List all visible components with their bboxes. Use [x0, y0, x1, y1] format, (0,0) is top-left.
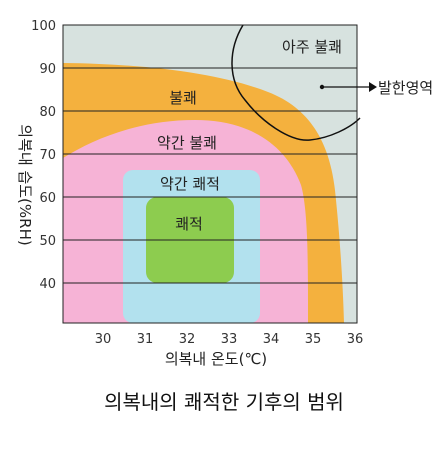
x-tick-label: 36 [347, 332, 364, 347]
x-tick-label: 31 [137, 332, 154, 347]
zone-label-very-uncomfortable: 아주 불쾌 [282, 38, 342, 56]
zone-label-slightly-uncomfortable: 약간 불쾌 [157, 134, 217, 152]
callout-label: 발한영역 [378, 79, 433, 97]
x-tick-label: 35 [305, 332, 322, 347]
y-tick-label: 100 [31, 19, 56, 34]
y-tick-label: 50 [39, 234, 56, 249]
plot-frame [62, 24, 358, 324]
y-tick-label: 90 [39, 62, 56, 77]
y-tick-label: 60 [39, 191, 56, 206]
zone-label-uncomfortable: 불쾌 [169, 89, 197, 107]
y-tick-label: 80 [39, 105, 56, 120]
sweating-callout: 발한영역 [319, 79, 433, 97]
x-tick-labels: 30 31 32 33 34 35 36 [95, 332, 364, 347]
grid-lines [63, 67, 357, 284]
y-tick-labels: 100 90 80 70 60 50 40 [31, 19, 56, 292]
figure-caption: 의복내의 쾌적한 기후의 범위 [104, 390, 344, 414]
zone-label-slightly-comfortable: 약간 쾌적 [160, 175, 220, 193]
y-tick-label: 70 [39, 148, 56, 163]
y-axis-title: 의복내 습도(%RH) [16, 124, 34, 245]
sweating-boundary-arc [231, 24, 361, 141]
x-tick-label: 34 [263, 332, 280, 347]
x-tick-label: 30 [95, 332, 112, 347]
x-axis-title: 의복내 온도(℃) [165, 350, 267, 368]
x-tick-label: 33 [221, 332, 238, 347]
y-tick-label: 40 [39, 277, 56, 292]
callout-arrow-head [369, 82, 377, 92]
x-tick-label: 32 [179, 332, 196, 347]
zone-label-comfortable: 쾌적 [175, 215, 203, 233]
